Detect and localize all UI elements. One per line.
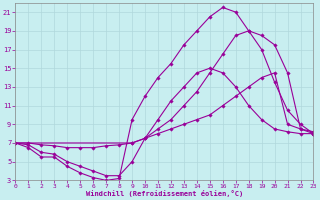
X-axis label: Windchill (Refroidissement éolien,°C): Windchill (Refroidissement éolien,°C) [86, 190, 243, 197]
